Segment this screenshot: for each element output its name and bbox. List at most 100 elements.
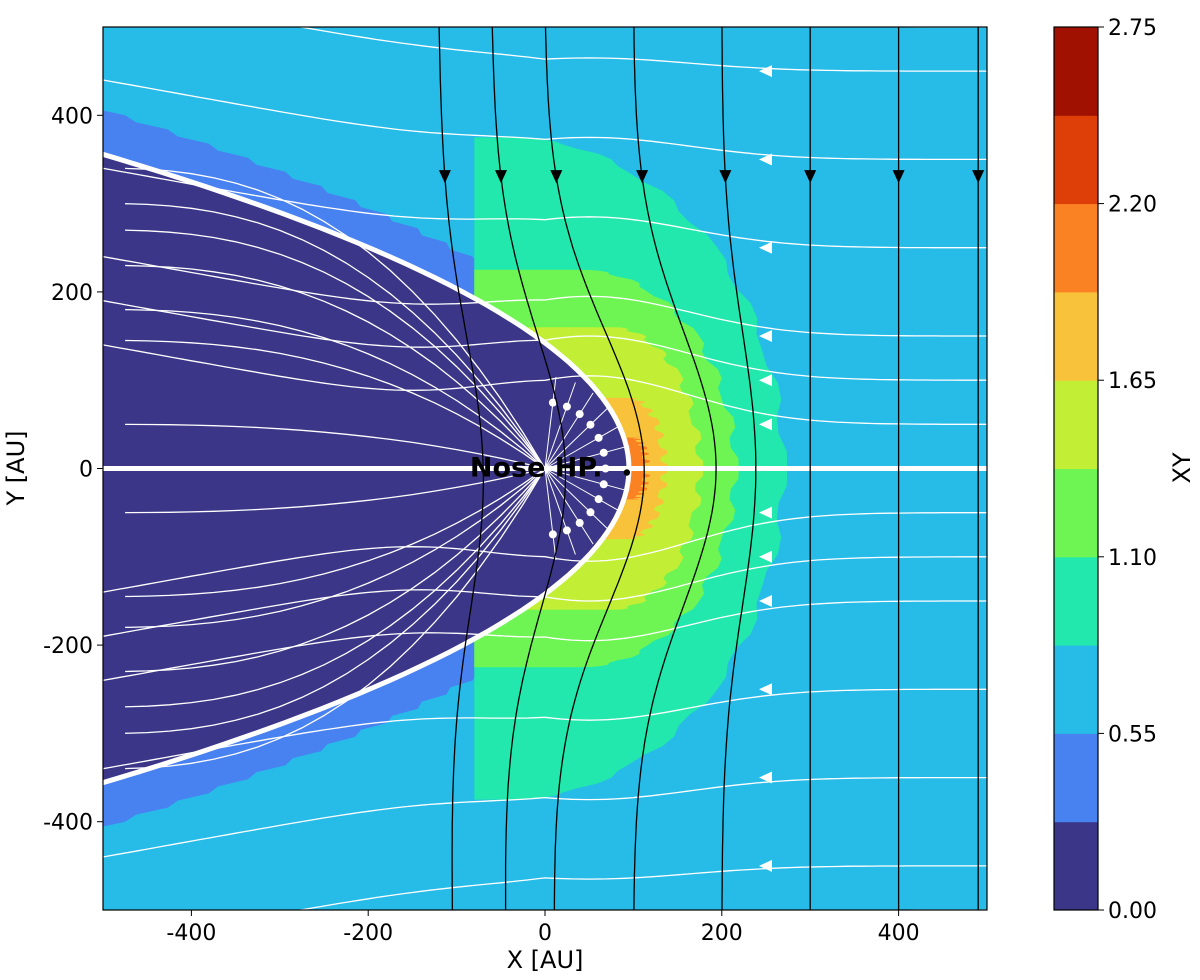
interior-streamline [125,467,546,598]
spoke-arrow [599,480,608,489]
interior-streamline [125,468,546,673]
nose-spoke [544,468,576,555]
flow-arrow [759,771,772,784]
colorbar-tick-label: 0.00 [1108,899,1157,924]
colorbar-band [1054,733,1098,823]
colorbar-label: XY [1168,452,1196,483]
flow-streamline [103,556,987,637]
x-axis-label: X [AU] [507,946,584,974]
field-arrow [636,170,649,184]
interior-streamline [125,468,546,734]
flow-streamline [816,27,987,28]
interior-streamline [125,308,546,469]
nose-hp-marker [623,469,631,476]
interior-streamline [125,423,546,470]
flow-streamline [103,300,987,381]
field-arrow [438,170,451,184]
flow-streamline [103,255,987,337]
flow-arrow [759,550,772,563]
x-tick-label: 200 [701,921,743,946]
colorbar-band [1054,291,1098,381]
nose-spoke [544,407,609,469]
flow-streamline [103,344,987,425]
colorbar-band [1054,645,1098,734]
flow-arrow [759,683,772,696]
flow-arrow [759,374,772,387]
x-axis-ticks: -400 -200 0 200 400 [166,910,920,946]
spoke-arrow [586,508,595,517]
colorbar-tick-label: 1.65 [1108,369,1157,394]
field-arrow [550,170,563,184]
field-arrow [804,170,817,184]
spoke-arrow [548,398,557,407]
spoke-arrow [599,448,608,457]
field-arrow [972,170,985,184]
interior-streamline [125,264,546,469]
field-arrow [719,170,732,184]
spoke-arrow [575,518,584,527]
flow-arrow [759,65,772,78]
interior-streamline [125,339,546,470]
flow-streamline [103,79,987,161]
colorbar-frame [1053,26,1099,911]
flow-streamline [103,167,987,249]
spoke-arrow [548,530,557,539]
colorbar: 0.00 0.55 1.10 1.65 2.20 2.75 [1053,16,1157,924]
flow-arrow [759,418,772,431]
spoke-arrow [594,433,603,442]
nose-spoke [544,425,620,469]
interior-streamline [125,167,546,469]
colorbar-band [1054,556,1098,646]
flow-streamline [296,865,987,910]
colorbar-tick-label: 2.20 [1108,193,1157,218]
spoke-arrow [562,526,571,535]
plot-area [103,27,987,910]
x-tick-label: 400 [878,921,920,946]
nose-spoke [544,468,557,561]
colorbar-band [1054,380,1098,469]
y-tick-label: -200 [43,634,93,659]
field-arrow [495,170,508,184]
flow-streamline [103,512,987,593]
colorbar-band [1054,468,1098,558]
y-tick-label: 400 [51,104,93,129]
spoke-arrow [562,402,571,411]
spoke-arrow [575,410,584,419]
nose-spoke [544,468,627,491]
x-tick-label: -200 [343,921,393,946]
flow-streamline [103,776,987,858]
nose-spoke [544,468,594,545]
interior-streamline [125,468,546,708]
y-tick-label: -400 [43,811,93,836]
x-tick-label: 0 [538,921,552,946]
spoke-arrow [594,495,603,504]
colorbar-band [1054,203,1098,293]
nose-spoke [544,392,594,469]
colorbar-band [1054,115,1098,205]
colorbar-band [1054,27,1098,116]
interior-streamline [125,468,546,770]
nose-spoke [544,468,620,512]
flow-streamlines [103,27,987,910]
flow-arrow [759,330,772,343]
field-lines [438,27,985,910]
y-axis-label: Y [AU] [2,431,30,507]
interior-streamline [125,467,546,514]
flow-arrow [759,594,772,607]
flow-arrow [759,153,772,166]
colorbar-band [1054,821,1098,911]
colorbar-tick-label: 1.10 [1108,546,1157,571]
spoke-arrow [601,464,610,473]
flow-streamline [103,688,987,770]
interior-streamline [125,468,546,629]
nose-hp-annotation: Nose HP. [470,453,603,484]
spoke-arrow [586,420,595,429]
y-axis-ticks: -400 -200 0 200 400 [43,104,103,836]
colorbar-tick-label: 0.55 [1108,722,1157,747]
flow-streamline [103,600,987,682]
nose-spoke [544,382,576,469]
colorbar-tick-label: 2.75 [1108,16,1157,41]
nose-spoke [544,468,609,530]
y-tick-label: 200 [51,281,93,306]
